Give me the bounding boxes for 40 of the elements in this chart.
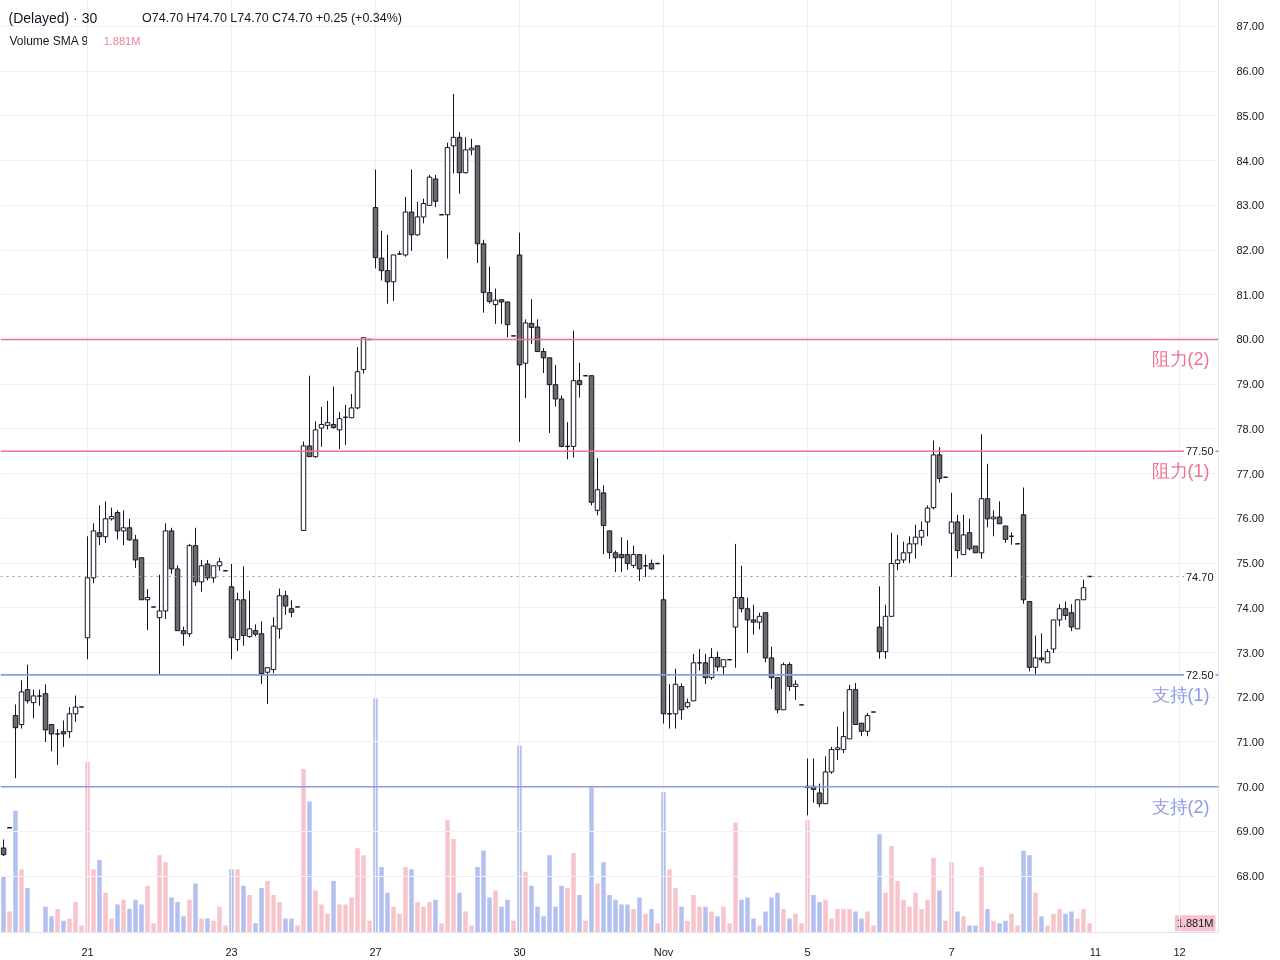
y-tick-label: 71.00 [1236, 735, 1265, 748]
y-tick-label: 78.00 [1236, 422, 1265, 435]
x-tick-label: 11 [1089, 945, 1102, 958]
y-tick-label: 70.00 [1236, 780, 1265, 793]
y-tick-label: 81.00 [1236, 288, 1265, 301]
x-tick-label: 23 [225, 945, 238, 958]
annotation: 1.881M [1176, 917, 1214, 930]
y-tick-label: 82.00 [1236, 244, 1265, 257]
x-tick-label: 30 [513, 945, 526, 958]
annotation: 77.50 [1185, 445, 1214, 458]
y-tick-label: 73.00 [1236, 646, 1265, 659]
x-tick-label: Nov [653, 945, 674, 958]
y-tick-label: 83.00 [1236, 199, 1265, 212]
x-tick-label: 12 [1173, 945, 1186, 958]
y-tick-label: 69.00 [1236, 825, 1265, 838]
y-tick-label: 86.00 [1236, 65, 1265, 78]
x-tick-label: 21 [81, 945, 94, 958]
y-tick-label: 76.00 [1236, 512, 1265, 525]
y-tick-label: 85.00 [1236, 109, 1265, 122]
ref-line-label: 支持(2) [1151, 796, 1210, 817]
annotation: 72.50 [1185, 668, 1214, 681]
annotation: 74.70 [1185, 570, 1214, 583]
ref-line-label: 阻力(1) [1151, 461, 1210, 482]
text: (Delayed) · 30 [8, 9, 98, 26]
y-tick-label: 80.00 [1236, 333, 1265, 346]
x-tick-label: 27 [369, 945, 382, 958]
y-tick-label: 72.00 [1236, 691, 1265, 704]
y-tick-label: 77.00 [1236, 467, 1265, 480]
y-tick-label: 68.00 [1236, 870, 1265, 883]
x-tick-label: 5 [804, 945, 811, 958]
y-tick-label: 84.00 [1236, 154, 1265, 167]
annotation: 1.881M [103, 34, 141, 47]
y-tick-label: 74.00 [1236, 601, 1265, 614]
y-tick-label: 79.00 [1236, 378, 1265, 391]
y-tick-label: 75.00 [1236, 557, 1265, 570]
x-tick-label: 7 [948, 945, 955, 958]
annotation: O74.70 H74.70 L74.70 C74.70 +0.25 (+0.34%) [142, 10, 403, 25]
y-tick-label: 87.00 [1236, 20, 1265, 33]
ref-line-label: 阻力(2) [1151, 349, 1210, 370]
ref-line-label: 支持(1) [1151, 684, 1210, 705]
